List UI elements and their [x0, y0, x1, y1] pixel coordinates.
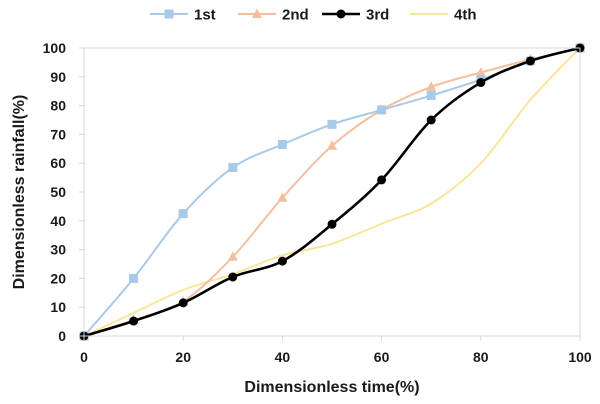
series-3rd-point [129, 316, 139, 326]
y-tick-label: 10 [50, 299, 66, 315]
y-axis-label: Dimensionless rainfall(%) [11, 95, 28, 290]
legend-item-1st-point [164, 9, 174, 19]
y-tick-label: 40 [50, 213, 66, 229]
series-3rd-point [178, 298, 188, 308]
axes [83, 47, 581, 337]
series-1st-point [277, 139, 287, 149]
y-tick-label: 90 [50, 69, 66, 85]
series-4th-line [83, 47, 581, 337]
x-tick-label: 80 [473, 349, 489, 365]
series-3rd-point [426, 115, 436, 125]
y-tick-label: 30 [50, 242, 66, 258]
series-1st [79, 43, 585, 341]
series-1st-point [327, 119, 337, 129]
series-3rd [79, 43, 585, 341]
y-ticks: 0 10 20 30 40 50 60 70 80 90 100 [43, 40, 84, 344]
x-axis-label: Dimensionless time(%) [244, 379, 419, 396]
series-1st-point [228, 163, 238, 173]
series-2nd-line [83, 47, 581, 337]
series-3rd-point [525, 56, 535, 66]
legend-item-1st: 1st [150, 7, 216, 24]
y-tick-label: 0 [58, 328, 66, 344]
series-2nd-point [327, 140, 337, 150]
legend-item-3rd: 3rd [322, 7, 389, 24]
x-tick-label: 60 [374, 349, 390, 365]
series-1st-point [129, 273, 139, 283]
y-tick-label: 60 [50, 155, 66, 171]
series-2nd-point [475, 66, 486, 77]
series-3rd-point [277, 256, 287, 266]
series-1st-point [377, 105, 387, 115]
series-3rd-point [476, 78, 486, 88]
series-2nd-point [426, 81, 437, 91]
series-3rd-point [327, 219, 337, 229]
series-layer [79, 42, 585, 341]
series-3rd-point [377, 175, 387, 185]
series-4th [83, 47, 581, 337]
legend-item-2nd-point [252, 8, 262, 18]
y-tick-label: 50 [50, 184, 66, 200]
y-tick-label: 100 [43, 40, 67, 56]
series-2nd-point [227, 251, 238, 261]
x-ticks: 0 20 40 60 80 100 [80, 336, 592, 365]
x-tick-label: 100 [568, 349, 592, 365]
legend-item-1st-label: 1st [194, 7, 216, 24]
series-1st-point [178, 209, 188, 219]
y-tick-label: 80 [50, 98, 66, 114]
x-tick-label: 20 [175, 349, 191, 365]
y-tick-label: 20 [50, 270, 66, 286]
legend: 1st 2nd 3rd 4th [150, 7, 477, 24]
series-2nd-point [277, 192, 288, 202]
legend-item-4th-label: 4th [454, 7, 477, 24]
legend-item-3rd-label: 3rd [366, 7, 389, 24]
series-3rd-line [83, 46, 581, 338]
legend-item-2nd: 2nd [238, 7, 309, 24]
legend-item-4th: 4th [410, 7, 477, 24]
legend-item-3rd-point [336, 9, 346, 19]
series-3rd-point [228, 272, 238, 282]
series-1st-line [83, 47, 581, 337]
x-tick-label: 40 [275, 349, 291, 365]
legend-item-2nd-label: 2nd [282, 7, 309, 24]
series-2nd [79, 42, 585, 340]
y-tick-label: 70 [50, 126, 66, 142]
series-1st-point [426, 91, 436, 101]
x-tick-label: 0 [80, 349, 88, 365]
